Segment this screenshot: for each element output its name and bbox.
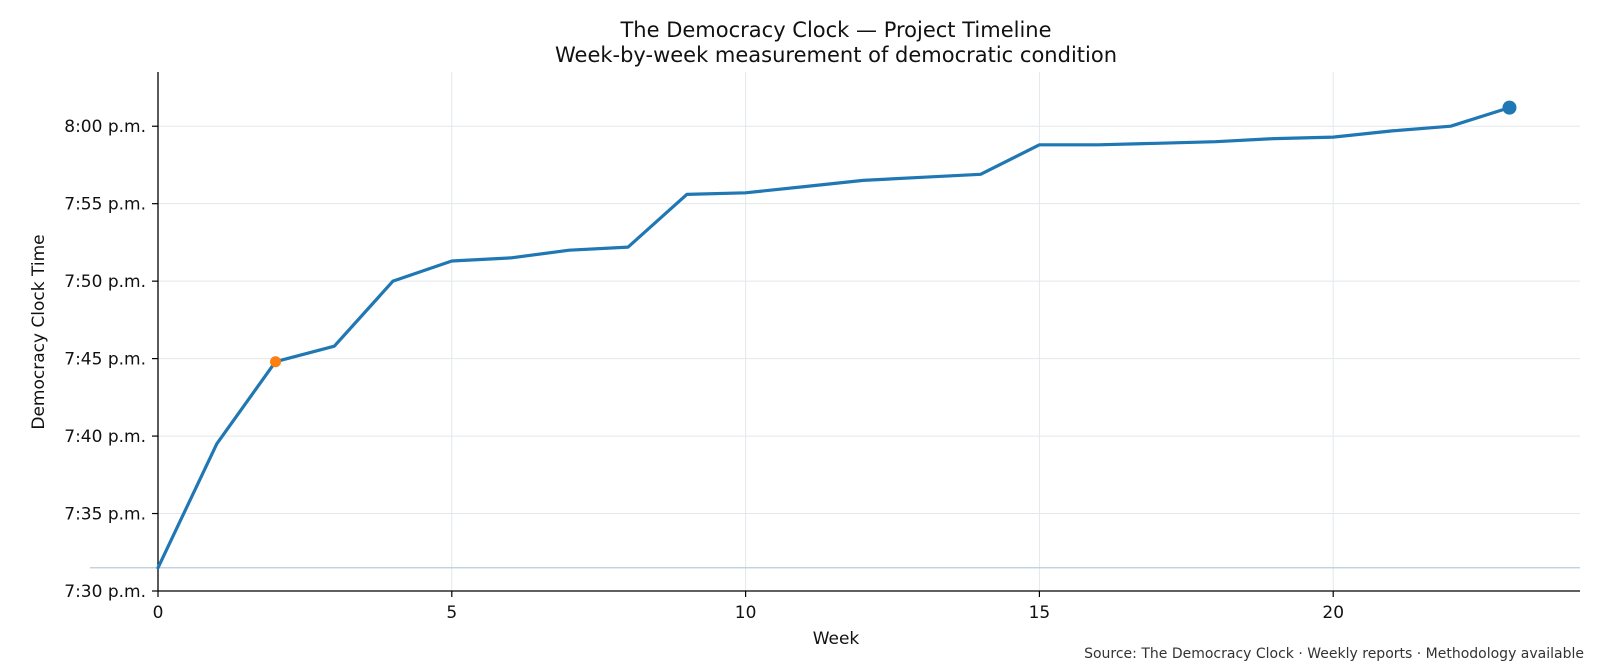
chart-title: The Democracy Clock — Project Timeline bbox=[619, 18, 1051, 42]
y-tick-label: 7:40 p.m. bbox=[64, 427, 146, 447]
x-tick-label: 10 bbox=[735, 603, 757, 623]
y-tick-label: 7:45 p.m. bbox=[64, 350, 146, 370]
y-tick-label: 7:30 p.m. bbox=[64, 582, 146, 602]
grid-lines bbox=[158, 72, 1580, 591]
y-tick-label: 7:55 p.m. bbox=[64, 195, 146, 215]
x-tick-label: 20 bbox=[1322, 603, 1344, 623]
series-line bbox=[156, 105, 1512, 570]
y-tick-label: 7:35 p.m. bbox=[64, 505, 146, 525]
highlight-points bbox=[270, 100, 1517, 368]
x-tick-label: 5 bbox=[446, 603, 457, 623]
x-axis-label: Week bbox=[813, 629, 860, 649]
series-layer bbox=[156, 105, 1512, 570]
highlight-point bbox=[270, 356, 282, 368]
axes bbox=[157, 72, 1580, 592]
source-note: Source: The Democracy Clock · Weekly rep… bbox=[1084, 646, 1584, 662]
y-axis-label: Democracy Clock Time bbox=[29, 234, 49, 429]
y-tick-label: 7:50 p.m. bbox=[64, 272, 146, 292]
tick-marks: 0 5 10 15 20 7:30 p.m. 7:35 p.m. 7:40 p.m. 7:45 … bbox=[64, 117, 1344, 623]
chart-subtitle: Week-by-week measurement of democratic c… bbox=[555, 43, 1117, 67]
y-tick-label: 8:00 p.m. bbox=[64, 117, 146, 137]
x-tick-label: 0 bbox=[153, 603, 164, 623]
highlight-point bbox=[1502, 100, 1517, 115]
x-tick-label: 15 bbox=[1029, 603, 1051, 623]
